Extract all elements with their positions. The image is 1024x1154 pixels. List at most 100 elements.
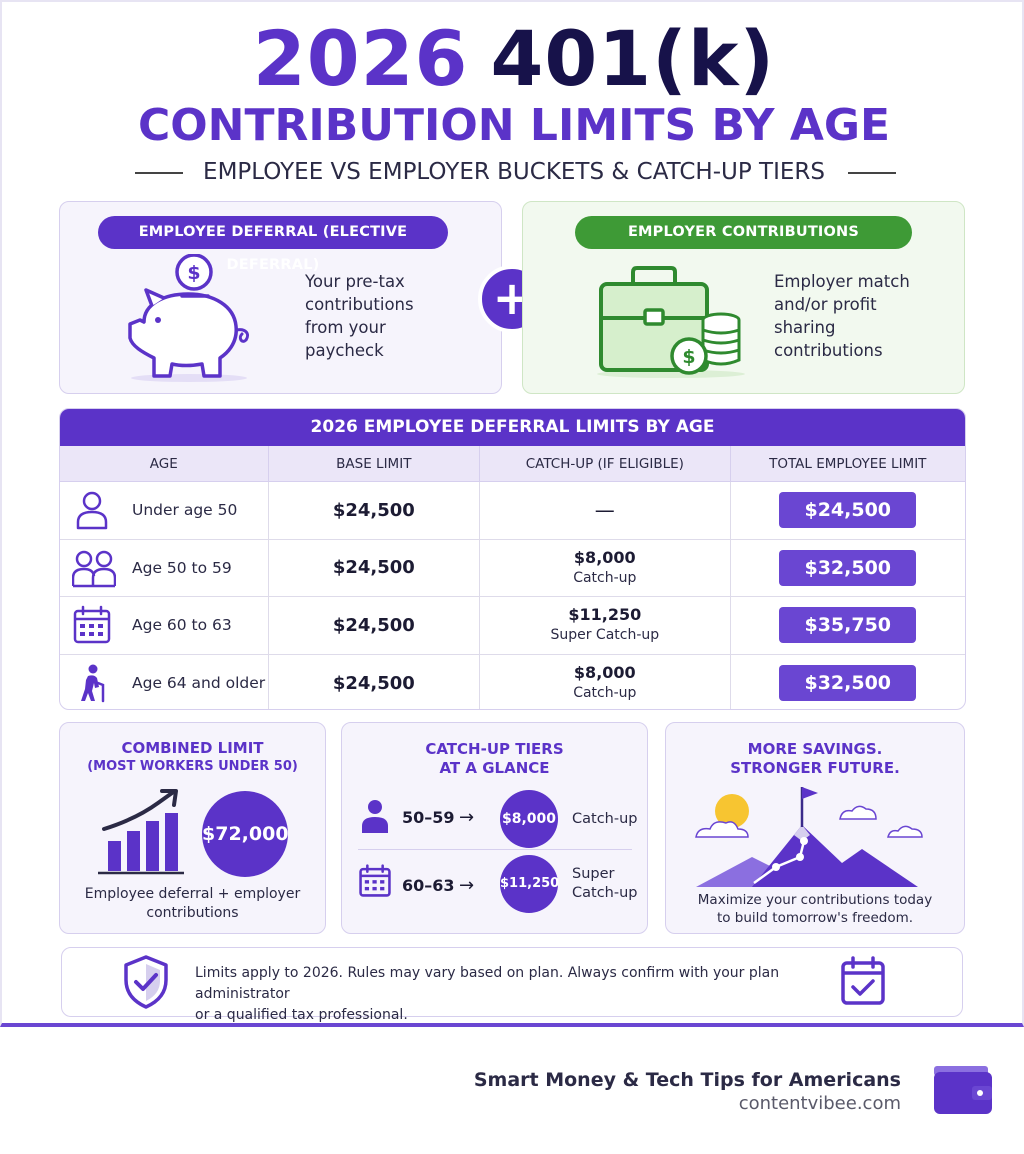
employee-deferral-description: Your pre-tax contributions from your pay… — [305, 270, 414, 362]
tier-label: Catch-up — [572, 885, 638, 901]
employer-desc-line: contributions — [774, 341, 883, 360]
catch-up-tiers-card: CATCH-UP TIERS AT A GLANCE 50–59 → $8,00… — [341, 722, 648, 934]
tier-amount: $11,250 — [500, 855, 559, 913]
tagline-rule-right — [848, 172, 896, 174]
base-limit-cell: $24,500 — [269, 597, 481, 654]
two-people-icon — [72, 550, 116, 587]
total-cell: $32,500 — [731, 655, 965, 710]
tier-range: 60–63 — [402, 876, 455, 895]
age-label: Under age 50 — [132, 501, 238, 520]
tier-label: Catch-up — [572, 811, 638, 827]
catch-up-amount: $8,000 — [573, 547, 636, 567]
table-row: Age 60 to 63 $24,500 $11,250 Super Catch-… — [60, 597, 965, 655]
savings-note-line: to build tomorrow's freedom. — [716, 910, 914, 926]
tier-label: Super — [572, 866, 615, 882]
catch-up-amount: $11,250 — [568, 605, 642, 625]
disclaimer-text: Limits apply to 2026. Rules may vary bas… — [195, 963, 835, 1026]
arrow-right-icon: → — [459, 807, 475, 828]
base-limit-cell: $24,500 — [269, 654, 481, 709]
piggy-bank-icon: $ — [128, 254, 250, 382]
page-tagline: EMPLOYEE VS EMPLOYER BUCKETS & CATCH-UP … — [203, 159, 825, 185]
catch-up-cell: $11,250 Super Catch-up — [480, 597, 731, 654]
tier-item: 50–59 → $8,000 Catch-up — [342, 789, 647, 849]
total-limit-badge: $35,750 — [779, 607, 917, 644]
employer-contributions-pill: EMPLOYER CONTRIBUTIONS — [575, 216, 912, 249]
tiers-title-line: CATCH-UP TIERS — [425, 740, 564, 758]
shield-check-icon — [124, 955, 168, 1009]
base-limit-value: $24,500 — [332, 614, 415, 636]
column-header-base-limit: BASE LIMIT — [269, 446, 481, 481]
combined-note-line: Employee deferral + employer — [84, 886, 301, 902]
infographic-frame: 2026 401(k) CONTRIBUTION LIMITS BY AGE EM… — [0, 0, 1024, 1027]
employer-contributions-card: EMPLOYER CONTRIBUTIONS $ Employer match … — [522, 201, 965, 394]
employee-desc-line: paycheck — [305, 341, 384, 360]
catch-up-amount: $8,000 — [573, 663, 636, 683]
calendar-check-icon — [841, 956, 885, 1005]
catch-up-label: Catch-up — [573, 569, 637, 586]
svg-text:$: $ — [682, 346, 695, 368]
calendar-icon — [359, 864, 391, 897]
table-row: Age 50 to 59 $24,500 $8,000 Catch-up $32,… — [60, 539, 965, 597]
footer-brand: Smart Money & Tech Tips for Americans co… — [474, 1068, 901, 1116]
total-limit-badge: $32,500 — [779, 549, 917, 586]
total-limit-badge: $24,500 — [779, 492, 917, 529]
combined-limit-subtitle: (MOST WORKERS UNDER 50) — [87, 759, 298, 774]
title-year: 2026 — [252, 14, 469, 103]
total-cell: $32,500 — [731, 540, 965, 597]
catch-up-none: — — [594, 498, 615, 523]
wallet-icon — [934, 1066, 992, 1114]
page-subtitle: CONTRIBUTION LIMITS BY AGE — [137, 100, 891, 151]
combined-limit-card: COMBINED LIMIT (MOST WORKERS UNDER 50) $… — [59, 722, 326, 934]
title-main: 401(k) — [490, 14, 776, 103]
disclaimer-line: Limits apply to 2026. Rules may vary bas… — [195, 965, 780, 1002]
site-link[interactable]: contentvibee.com — [738, 1093, 901, 1114]
column-header-catch-up: CATCH-UP (IF ELIGIBLE) — [480, 446, 731, 481]
age-cell: Age 60 to 63 — [60, 597, 269, 654]
employer-desc-line: Employer match — [774, 272, 910, 291]
employee-deferral-pill: EMPLOYEE DEFERRAL (ELECTIVE DEFERRAL) — [98, 216, 448, 273]
employer-desc-line: and/or profit — [774, 295, 877, 314]
base-limit-value: $24,500 — [332, 557, 415, 579]
savings-title-line: STRONGER FUTURE. — [730, 759, 900, 777]
mountain-summit-icon — [695, 787, 923, 887]
deferral-limits-table: 2026 EMPLOYEE DEFERRAL LIMITS BY AGE AGE… — [59, 408, 966, 710]
column-header-age: AGE — [60, 446, 269, 481]
catch-up-cell: $8,000 Catch-up — [480, 539, 731, 596]
briefcase-coins-icon: $ — [597, 266, 745, 378]
employer-contributions-description: Employer match and/or profit sharing con… — [774, 270, 910, 362]
combined-limit-amount: $72,000 — [202, 791, 289, 877]
tier-amount: $8,000 — [500, 790, 558, 848]
table-row: Age 64 and older $24,500 $8,000 Catch-up … — [60, 654, 965, 710]
employee-desc-line: Your pre-tax — [305, 272, 405, 291]
arrow-right-icon: → — [459, 875, 475, 896]
brand-tagline: Smart Money & Tech Tips for Americans — [473, 1069, 901, 1091]
column-header-total: TOTAL EMPLOYEE LIMIT — [769, 456, 927, 472]
age-cell: Age 50 to 59 — [60, 539, 269, 596]
age-label: Age 64 and older — [132, 674, 266, 693]
disclaimer-box: Limits apply to 2026. Rules may vary bas… — [61, 947, 963, 1023]
employee-deferral-card: EMPLOYEE DEFERRAL (ELECTIVE DEFERRAL) $ … — [59, 201, 502, 394]
table-title: 2026 EMPLOYEE DEFERRAL LIMITS BY AGE — [60, 409, 965, 446]
bar-growth-icon — [98, 789, 184, 875]
person-icon — [362, 800, 388, 833]
page-title: 2026 401(k) — [2, 16, 1024, 102]
employer-desc-line: sharing — [774, 318, 836, 337]
base-limit-cell: $24,500 — [269, 539, 481, 596]
tier-range: 50–59 — [402, 808, 455, 827]
savings-title-line: MORE SAVINGS. — [747, 740, 883, 758]
employee-desc-line: contributions — [305, 295, 414, 314]
more-savings-card: MORE SAVINGS. STRONGER FUTURE. Maximize … — [665, 722, 965, 934]
catch-up-label: Super Catch-up — [550, 627, 660, 644]
total-cell: $24,500 — [731, 482, 965, 539]
base-limit-value: $24,500 — [332, 499, 415, 521]
age-label: Age 50 to 59 — [132, 558, 232, 577]
tagline-rule-left — [135, 172, 183, 174]
tier-item: 60–63 → $11,250 Super Catch-up — [342, 855, 647, 915]
catch-up-label: Catch-up — [573, 685, 637, 702]
calendar-icon — [73, 606, 111, 644]
age-label: Age 60 to 63 — [132, 616, 232, 635]
combined-limit-title: COMBINED LIMIT — [121, 739, 264, 757]
tier-divider — [358, 849, 632, 850]
person-icon — [76, 492, 108, 530]
total-limit-badge: $32,500 — [779, 665, 917, 702]
